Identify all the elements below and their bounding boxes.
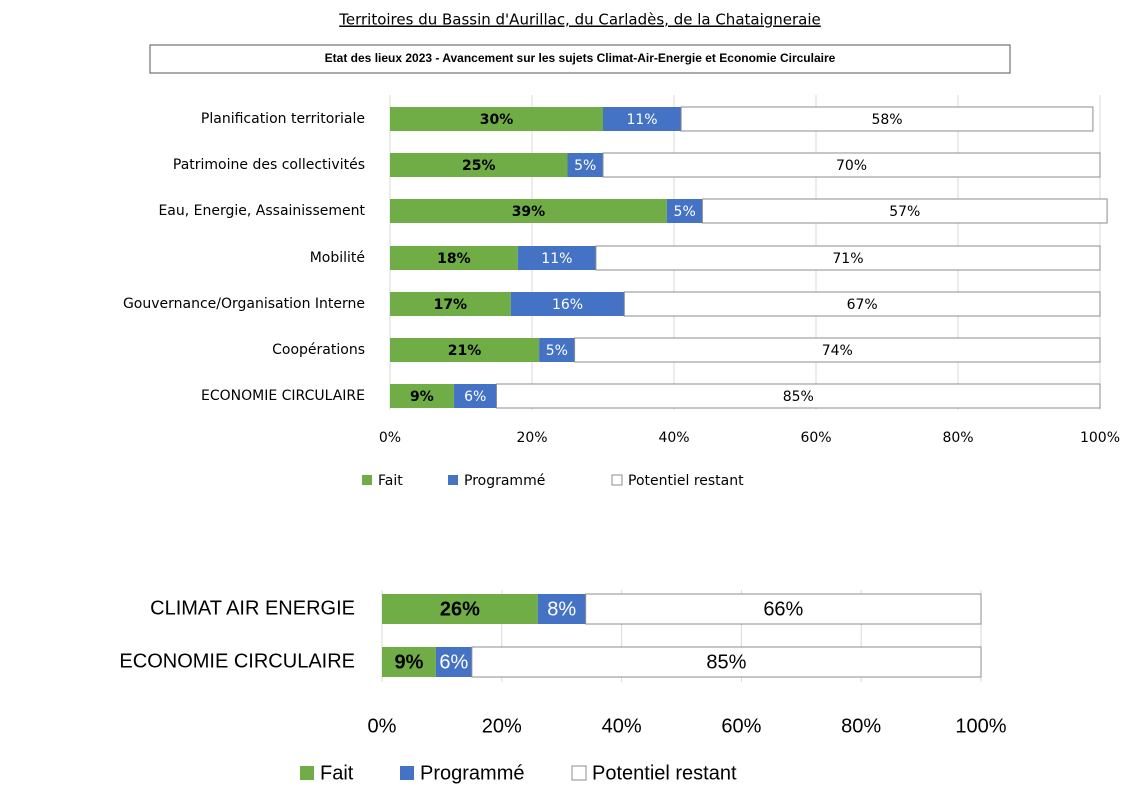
x-tick-label: 40% [602, 715, 642, 737]
bar-segment [595, 245, 1101, 271]
bar-segment [602, 152, 1101, 178]
legend-label: Fait [378, 473, 403, 489]
x-tick-label: 60% [721, 715, 761, 737]
category-label: Eau, Energie, Assainissement [158, 203, 365, 219]
bar-segment [382, 594, 538, 624]
bar-segment [435, 647, 472, 677]
data-label: 8% [547, 598, 576, 620]
bar-segment [574, 337, 1101, 363]
data-label: 6% [439, 651, 468, 673]
legend-label: Potentiel restant [592, 762, 737, 784]
chart-subtitle: Etat des lieux 2023 - Avancement sur les… [325, 51, 836, 65]
bar-segment [680, 106, 1094, 132]
bar-segment [666, 199, 703, 223]
x-tick-label: 80% [841, 715, 881, 737]
bar-segment [390, 338, 540, 362]
x-tick-label: 0% [379, 430, 401, 446]
bar-segment [496, 383, 1101, 409]
legend-swatch [400, 766, 414, 780]
x-tick-label: 80% [942, 430, 973, 446]
category-label: Gouvernance/Organisation Interne [123, 296, 365, 312]
data-label: 57% [889, 204, 920, 220]
data-label: 5% [574, 158, 596, 174]
x-tick-label: 0% [368, 715, 397, 737]
category-label: ECONOMIE CIRCULAIRE [201, 388, 365, 404]
data-label: 67% [847, 297, 878, 313]
category-label: ECONOMIE CIRCULAIRE [119, 650, 355, 672]
data-label: 9% [395, 651, 424, 673]
data-label: 5% [674, 204, 696, 220]
x-tick-label: 100% [955, 715, 1006, 737]
x-tick-label: 20% [482, 715, 522, 737]
bar-segment [567, 153, 603, 177]
data-label: 71% [832, 251, 863, 267]
bar-segment [390, 107, 603, 131]
bar-segment [471, 646, 982, 678]
category-label: CLIMAT AIR ENERGIE [150, 597, 355, 619]
chart-bottom: 0% 20% 40% 60% 80% 100% CLIMAT AIR ENERGIE 26% 8… [119, 590, 1007, 784]
legend-swatch [571, 765, 587, 781]
data-label: 70% [836, 158, 867, 174]
data-label: 9% [410, 389, 434, 405]
bar-segment [453, 384, 497, 408]
category-label: Coopérations [272, 342, 365, 358]
data-label: 21% [448, 343, 482, 359]
data-label: 66% [763, 598, 803, 620]
data-label: 5% [546, 343, 568, 359]
bar-segment [517, 246, 596, 270]
bar-segment [510, 292, 625, 316]
x-tick-label: 20% [516, 430, 547, 446]
data-label: 58% [871, 112, 902, 128]
data-label: 74% [822, 343, 853, 359]
data-label: 16% [552, 297, 583, 313]
legend-label: Programmé [420, 762, 524, 784]
category-label: Mobilité [310, 250, 365, 266]
bar-segment [539, 338, 575, 362]
legend-label: Potentiel restant [628, 473, 744, 489]
bar-segment [390, 153, 568, 177]
category-label: Patrimoine des collectivités [173, 157, 365, 173]
bar-segment [390, 384, 454, 408]
bar-segment [390, 292, 511, 316]
data-label: 11% [541, 251, 572, 267]
data-label: 17% [434, 297, 468, 313]
legend-swatch [300, 766, 314, 780]
bar-segment [701, 198, 1108, 224]
x-tick-label: 40% [658, 430, 689, 446]
bar-segment [623, 291, 1101, 317]
bar-segment [585, 593, 982, 625]
legend-label: Fait [320, 762, 354, 784]
data-label: 18% [437, 251, 471, 267]
bar-segment [390, 199, 667, 223]
data-label: 30% [480, 112, 514, 128]
bar-segment [390, 246, 518, 270]
legend-label: Programmé [464, 473, 545, 489]
bar-segment [382, 647, 436, 677]
data-label: 85% [783, 389, 814, 405]
x-tick-label: 100% [1080, 430, 1120, 446]
data-label: 6% [464, 389, 486, 405]
data-label: 25% [462, 158, 496, 174]
legend-swatch [611, 474, 623, 486]
chart-title: Territoires du Bassin d'Aurillac, du Car… [338, 11, 821, 29]
data-label: 85% [706, 651, 746, 673]
data-label: 39% [512, 204, 546, 220]
x-tick-label: 60% [800, 430, 831, 446]
bar-segment [537, 594, 586, 624]
bar-segment [603, 107, 682, 131]
legend-swatch [448, 475, 458, 485]
category-label: Planification territoriale [201, 111, 365, 127]
data-label: 11% [626, 112, 657, 128]
data-label: 26% [440, 598, 480, 620]
subtitle-box [149, 44, 1011, 74]
legend-swatch [362, 475, 372, 485]
chart-top: Territoires du Bassin d'Aurillac, du Car… [123, 11, 1120, 490]
